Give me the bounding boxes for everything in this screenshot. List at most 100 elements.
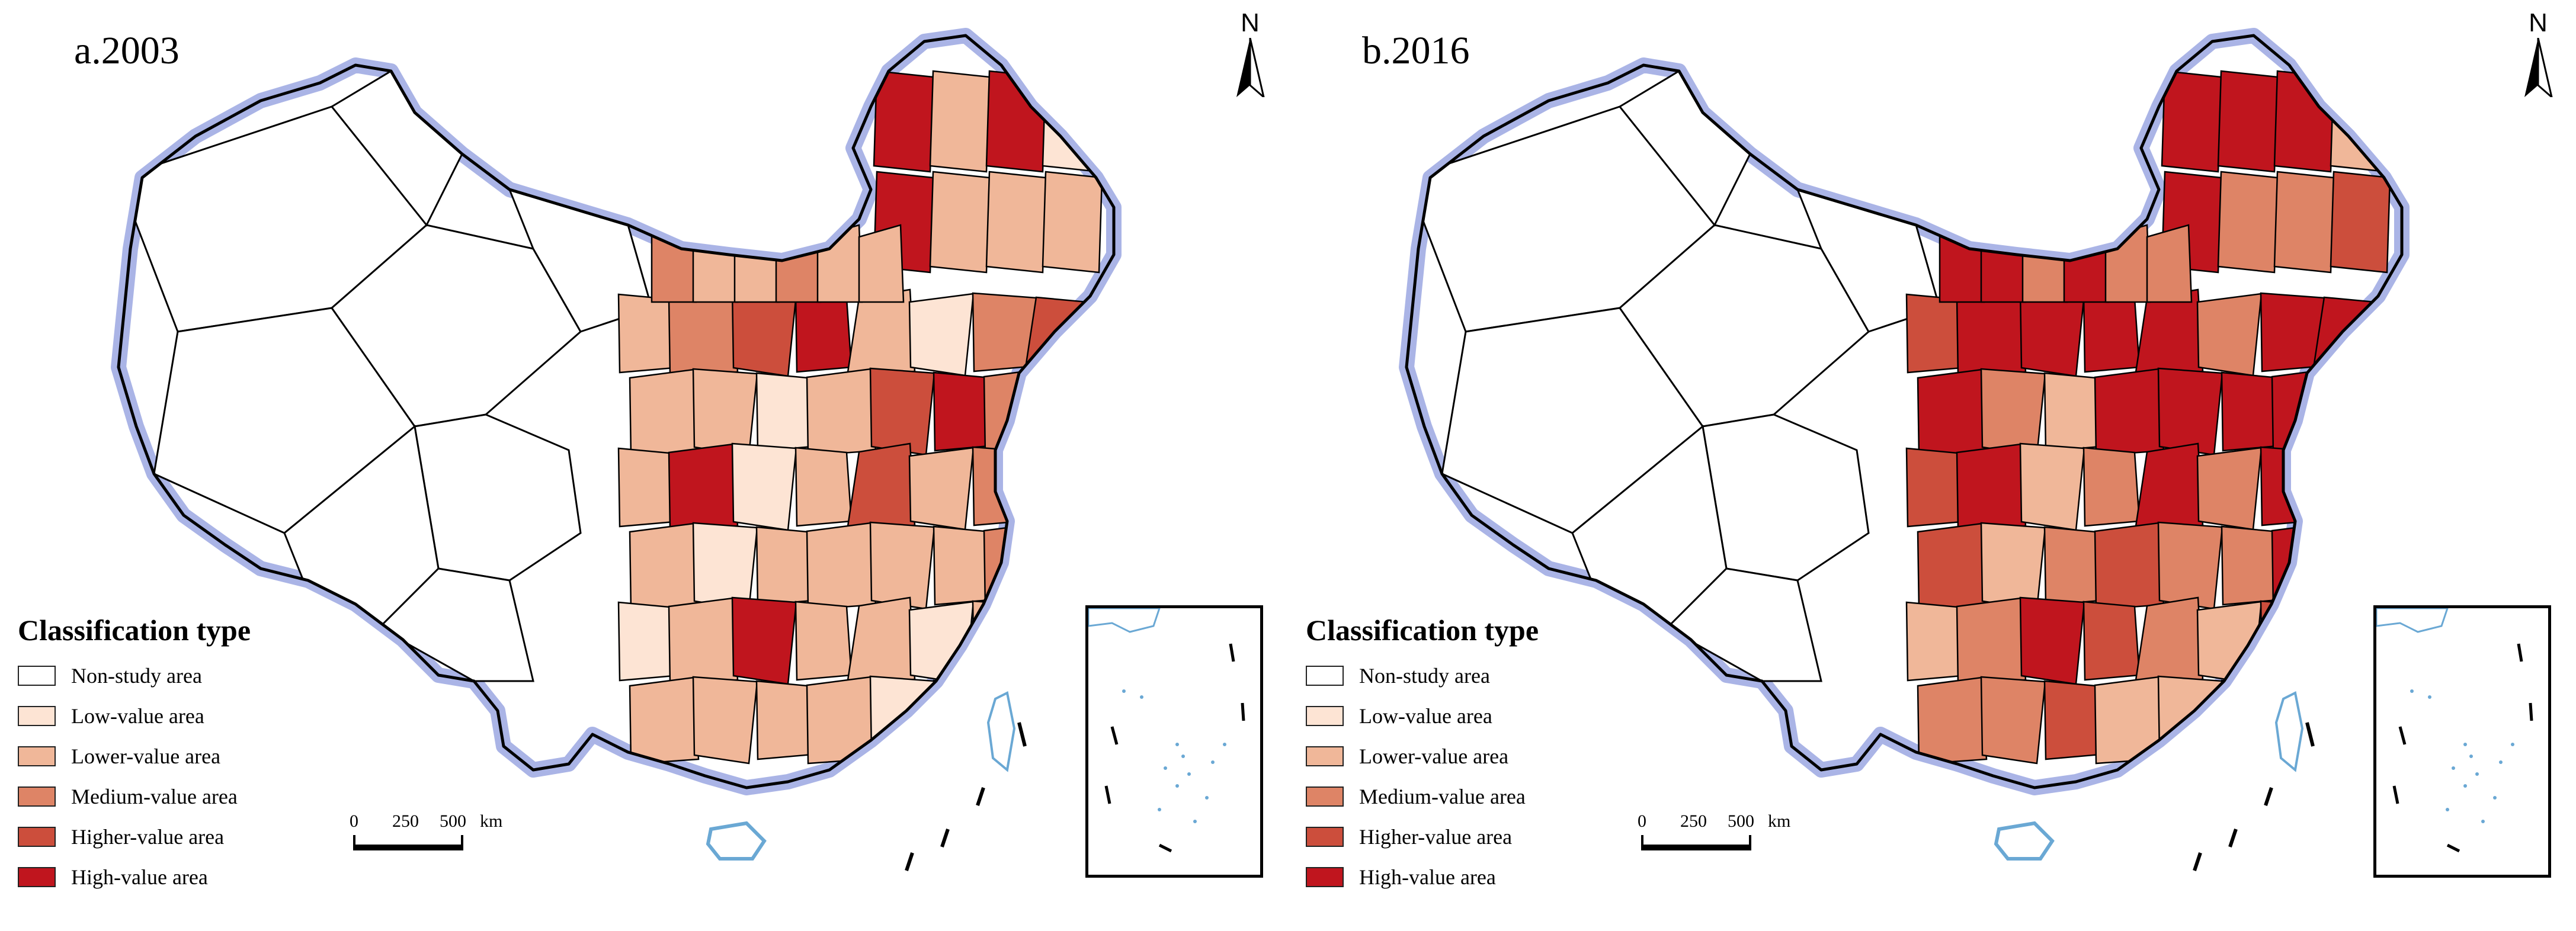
maritime-boundary-dash — [1017, 722, 1027, 747]
inset-boundary-dash — [1158, 843, 1172, 853]
inset-boundary-dash — [2529, 702, 2533, 721]
inset-island — [2463, 743, 2467, 746]
hainan-island — [1994, 821, 2055, 861]
region-high — [668, 443, 739, 532]
inset-island — [1175, 743, 1179, 746]
region-lower — [755, 680, 813, 760]
region-medium — [2146, 224, 2193, 303]
inset-boundary-dash — [2392, 785, 2399, 804]
legend-label: Low-value area — [1359, 704, 1492, 728]
region-lower — [2019, 442, 2085, 531]
region-medium — [1956, 597, 2027, 686]
legend-label: Lower-value area — [1359, 744, 1509, 768]
inset-island — [1193, 820, 1197, 823]
country-boundary — [117, 34, 1116, 789]
region-higher — [1905, 293, 1963, 374]
inset-island — [1211, 760, 1215, 764]
inset-map — [1087, 607, 1245, 853]
legend-swatch — [1306, 827, 1344, 847]
legend-item-lower: Lower-value area — [1306, 736, 1590, 776]
legend: Classification type Non-study area Low-va… — [1306, 613, 1590, 897]
maritime-boundary-dash — [940, 829, 950, 847]
region-lower — [806, 368, 877, 457]
legend-swatch — [18, 827, 56, 847]
country-boundary — [1405, 34, 2404, 789]
region-high — [2311, 604, 2381, 685]
region-medium — [2157, 521, 2223, 610]
legend-item-higher: Higher-value area — [1306, 817, 1590, 857]
region-high — [2221, 371, 2279, 452]
inset-island — [2499, 760, 2503, 764]
inset-island — [1140, 695, 1143, 699]
legend-swatch — [18, 706, 56, 726]
inset-island — [1205, 796, 1209, 800]
inset-boundary-dash — [2398, 726, 2407, 745]
region-high — [1917, 368, 1988, 457]
maritime-boundary-dash — [976, 787, 985, 806]
region-medium — [775, 224, 822, 303]
region-low — [908, 293, 975, 377]
legend-swatch — [18, 746, 56, 766]
legend-item-nonstudy: Non-study area — [1306, 656, 1590, 696]
legend-swatch — [18, 867, 56, 887]
inset-island — [2410, 689, 2414, 693]
inset-boundary-dash — [1241, 702, 1245, 721]
region-medium — [1980, 676, 2046, 765]
legend-swatch — [1306, 666, 1344, 686]
legend-swatch — [18, 786, 56, 807]
map-panel-2016: b.2016 N Classification type Non-study a… — [1288, 0, 2576, 931]
legend-label: Higher-value area — [1359, 825, 1513, 849]
region-lower — [692, 676, 758, 765]
scale-tick — [461, 835, 463, 850]
inset-island — [2428, 695, 2431, 699]
north-label: N — [2529, 8, 2548, 37]
region-medium — [2196, 293, 2263, 377]
legend-label: Higher-value area — [71, 825, 225, 849]
inset-island — [1187, 772, 1191, 776]
region-lower — [929, 171, 991, 274]
legend-item-low: Low-value area — [1306, 696, 1590, 736]
region-lower — [929, 70, 991, 173]
legend-item-nonstudy: Non-study area — [18, 656, 302, 696]
legend-item-high: High-value area — [1306, 857, 1590, 897]
map-panel-2003: a.2003 N Classification type Non-study a… — [18, 8, 1265, 897]
scale-label-unit: km — [480, 811, 503, 831]
region-lower — [1905, 601, 1963, 682]
region-lower — [806, 522, 877, 611]
region-high — [1956, 443, 2027, 532]
legend-label: Lower-value area — [71, 744, 221, 768]
region-lower — [617, 447, 675, 528]
legend-label: Medium-value area — [1359, 785, 1526, 808]
region-high — [794, 293, 853, 373]
south-china-sea-inset — [2373, 605, 2551, 878]
inset-island — [2511, 743, 2514, 746]
region-lower — [869, 521, 935, 610]
maritime-boundary-dash — [2264, 787, 2273, 806]
inset-island — [2452, 766, 2455, 770]
region-higher — [2043, 680, 2101, 760]
inset-island — [2493, 796, 2497, 800]
legend: Classification type Non-study area Low-va… — [18, 613, 302, 897]
region-lower — [733, 224, 780, 303]
scale-label-unit: km — [1768, 811, 1791, 831]
region-higher — [1917, 522, 1988, 611]
legend-label: Medium-value area — [71, 785, 238, 808]
region-lower — [692, 224, 739, 303]
inset-island — [1181, 755, 1185, 758]
region-lower — [2043, 372, 2101, 452]
inset-island — [1175, 784, 1179, 788]
legend-swatch — [18, 666, 56, 686]
legend-swatch — [1306, 706, 1344, 726]
legend-swatch — [1306, 746, 1344, 766]
region-medium — [2334, 521, 2401, 609]
region-higher — [1905, 447, 1963, 528]
region-higher — [2221, 679, 2279, 760]
legend-item-high: High-value area — [18, 857, 302, 897]
inset-island — [2469, 755, 2473, 758]
north-arrow-icon — [2524, 38, 2553, 97]
panel-title: a.2003 — [74, 29, 180, 72]
region-medium — [2221, 525, 2279, 606]
region-lower — [933, 679, 991, 760]
legend-title: Classification type — [18, 614, 251, 647]
region-medium — [2043, 526, 2101, 606]
